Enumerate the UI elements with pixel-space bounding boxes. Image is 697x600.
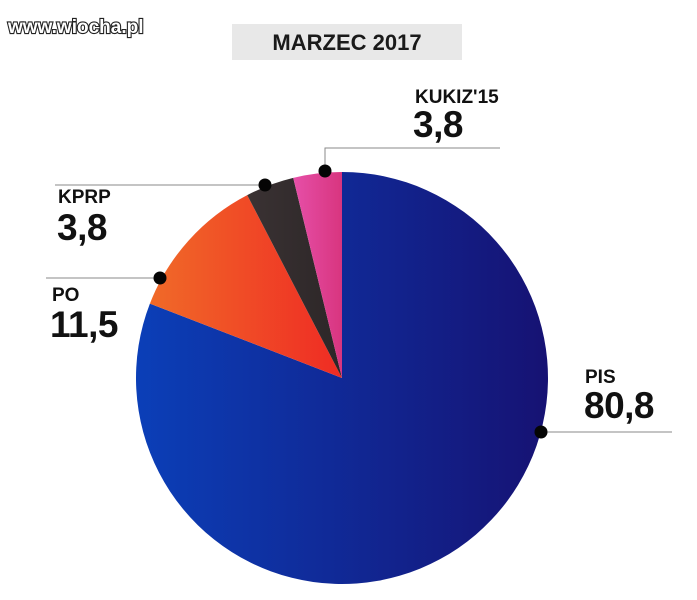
slice-label-po: PO [52, 285, 79, 306]
callout-line-kukiz15 [324, 147, 500, 171]
pie-slice-pis [135, 172, 548, 585]
callout-dot-kukiz15 [318, 164, 332, 178]
slice-label-pis: PIS [585, 367, 616, 388]
pie-slice-kprp [247, 177, 342, 378]
callout-dot-kprp [258, 178, 272, 192]
callout-dot-pis [534, 425, 548, 439]
title-box [232, 24, 462, 60]
slice-value-kukiz15: 3,8 [413, 104, 463, 145]
slice-label-kukiz15: KUKIZ'15 [415, 87, 499, 108]
slice-value-po: 11,5 [50, 304, 118, 345]
slice-label-kprp: KPRP [58, 187, 111, 208]
pie-slice-po [149, 195, 342, 378]
slice-value-pis: 80,8 [584, 385, 654, 426]
slice-value-kprp: 3,8 [57, 207, 107, 248]
chart-title: MARZEC 2017 [272, 30, 421, 55]
callout-dot-po [153, 271, 167, 285]
pie-slice-kukiz15 [293, 172, 342, 378]
watermark: www.wiocha.pl [7, 17, 143, 38]
